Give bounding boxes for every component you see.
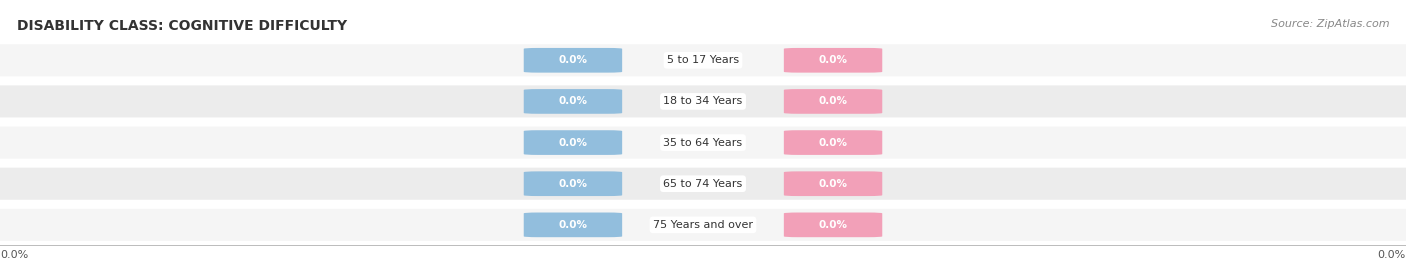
FancyBboxPatch shape <box>0 209 1406 241</box>
Text: 0.0%: 0.0% <box>1378 250 1406 260</box>
FancyBboxPatch shape <box>785 130 883 155</box>
Text: 0.0%: 0.0% <box>0 250 28 260</box>
Text: 35 to 64 Years: 35 to 64 Years <box>664 137 742 148</box>
FancyBboxPatch shape <box>785 89 883 114</box>
Text: 18 to 34 Years: 18 to 34 Years <box>664 96 742 107</box>
FancyBboxPatch shape <box>0 168 1406 200</box>
FancyBboxPatch shape <box>785 213 883 237</box>
FancyBboxPatch shape <box>0 85 1406 118</box>
Text: Source: ZipAtlas.com: Source: ZipAtlas.com <box>1271 19 1389 29</box>
Text: 0.0%: 0.0% <box>558 137 588 148</box>
FancyBboxPatch shape <box>785 48 883 73</box>
Text: 0.0%: 0.0% <box>818 179 848 189</box>
FancyBboxPatch shape <box>524 213 621 237</box>
FancyBboxPatch shape <box>0 126 1406 159</box>
FancyBboxPatch shape <box>524 89 621 114</box>
Text: 0.0%: 0.0% <box>818 137 848 148</box>
Text: 0.0%: 0.0% <box>558 220 588 230</box>
Text: 5 to 17 Years: 5 to 17 Years <box>666 55 740 65</box>
Text: 0.0%: 0.0% <box>558 96 588 107</box>
FancyBboxPatch shape <box>524 48 621 73</box>
FancyBboxPatch shape <box>524 171 621 196</box>
Text: 65 to 74 Years: 65 to 74 Years <box>664 179 742 189</box>
FancyBboxPatch shape <box>785 171 883 196</box>
Text: DISABILITY CLASS: COGNITIVE DIFFICULTY: DISABILITY CLASS: COGNITIVE DIFFICULTY <box>17 19 347 33</box>
Text: 0.0%: 0.0% <box>558 179 588 189</box>
FancyBboxPatch shape <box>524 130 621 155</box>
Text: 0.0%: 0.0% <box>818 96 848 107</box>
Text: 0.0%: 0.0% <box>818 55 848 65</box>
Text: 0.0%: 0.0% <box>818 220 848 230</box>
Text: 0.0%: 0.0% <box>558 55 588 65</box>
Text: 75 Years and over: 75 Years and over <box>652 220 754 230</box>
FancyBboxPatch shape <box>0 44 1406 76</box>
